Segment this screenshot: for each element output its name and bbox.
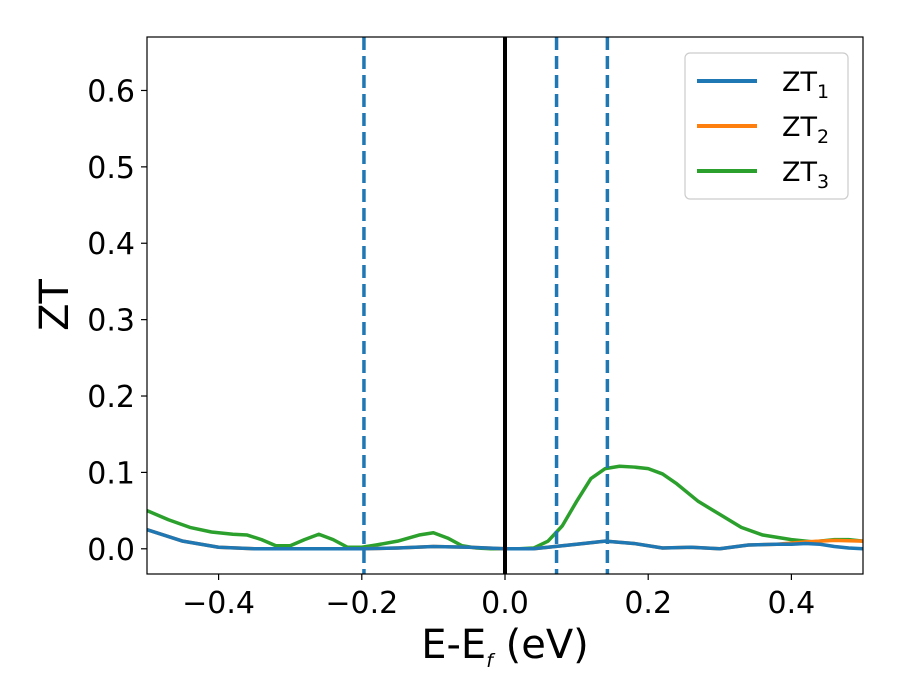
y-tick-label: 0.5 — [87, 151, 135, 186]
x-tick-label: 0.4 — [768, 586, 816, 621]
y-tick-label: 0.4 — [87, 227, 135, 262]
y-tick-label: 0.0 — [87, 533, 135, 568]
series-line-zt1 — [147, 527, 863, 551]
x-tick-label: −0.2 — [325, 586, 398, 621]
x-tick-label: 0.2 — [624, 586, 672, 621]
legend: ZT1 ZT2 ZT3 — [684, 52, 849, 200]
y-axis-title: ZT — [32, 279, 78, 331]
y-tick-label: 0.1 — [87, 456, 135, 491]
y-tick-label: 0.3 — [87, 304, 135, 339]
legend-frame — [684, 52, 849, 200]
x-tick-label: −0.4 — [182, 586, 255, 621]
plot-frame — [146, 36, 864, 575]
legend-label-zt2: ZT2 — [782, 112, 829, 148]
legend-label-zt3: ZT3 — [782, 157, 829, 193]
y-tick-label: 0.6 — [87, 74, 135, 109]
x-axis-title: E-Ef (eV) — [421, 622, 589, 672]
x-tick-label: 0.0 — [481, 586, 529, 621]
legend-label-zt1: ZT1 — [782, 67, 829, 103]
y-tick-label: 0.2 — [87, 380, 135, 415]
